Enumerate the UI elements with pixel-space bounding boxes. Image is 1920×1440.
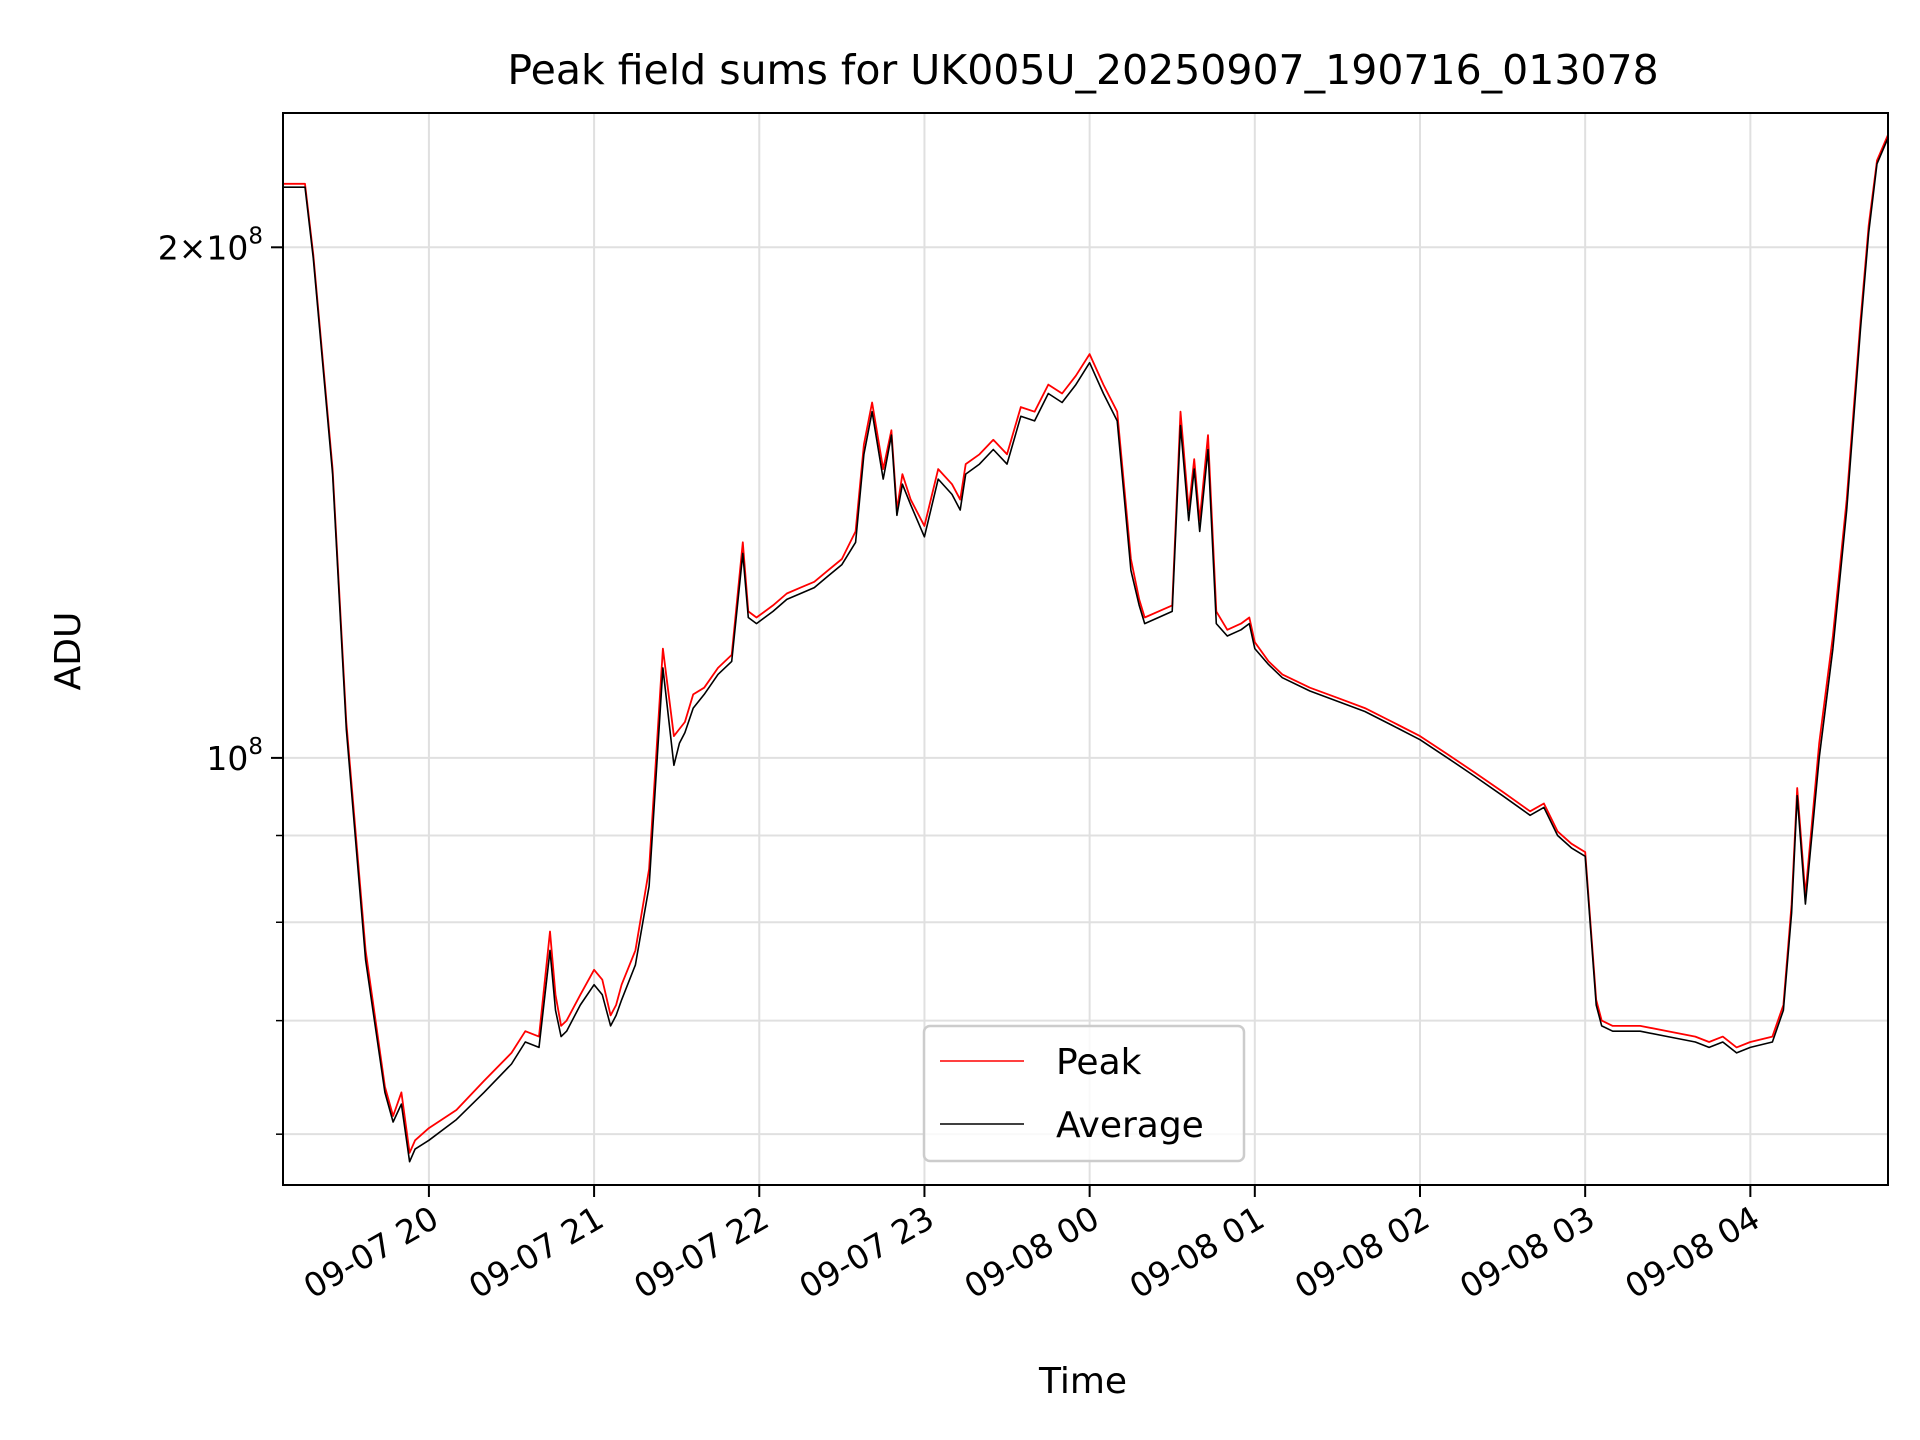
legend: Peak Average	[922, 1024, 1246, 1163]
plot-frame	[282, 112, 1889, 1186]
legend-box	[922, 1024, 1246, 1163]
series-layer	[283, 134, 1889, 1163]
y-tick-label: 2×108	[158, 223, 263, 267]
chart-title: Peak field sums for UK005U_20250907_1907…	[507, 46, 1658, 94]
x-axis-label: Time	[1038, 1361, 1127, 1402]
series-line-average	[283, 137, 1889, 1163]
legend-label-peak: Peak	[1056, 1042, 1142, 1083]
series-line-peak	[283, 134, 1889, 1154]
legend-label-average: Average	[1056, 1105, 1204, 1146]
y-tick-label: 108	[206, 734, 263, 778]
y-axis-label: ADU	[48, 612, 89, 691]
